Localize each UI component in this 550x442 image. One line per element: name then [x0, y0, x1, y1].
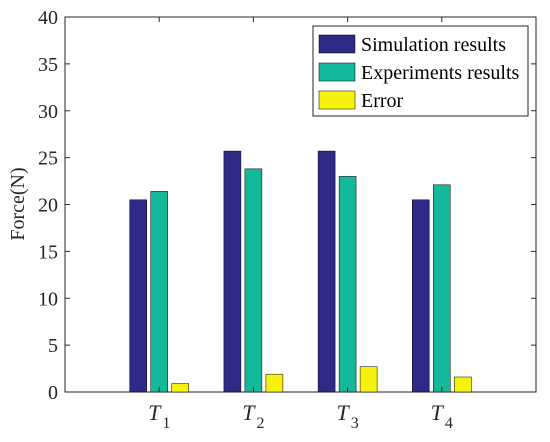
legend-swatch	[318, 62, 356, 82]
bar-error	[454, 376, 472, 393]
bar-experiments-results	[433, 184, 451, 393]
y-tick-label: 10	[38, 288, 58, 310]
legend-swatch	[318, 34, 356, 54]
y-tick-label: 5	[48, 335, 58, 357]
bar-simulation-results	[129, 199, 147, 393]
y-tick-label: 35	[38, 54, 58, 76]
legend-label: Simulation results	[361, 34, 506, 56]
legend-label: Experiments results	[361, 62, 520, 84]
y-tick-label: 15	[38, 241, 58, 263]
bar-simulation-results	[317, 150, 336, 393]
bar-error	[171, 383, 189, 393]
bars	[129, 150, 472, 393]
y-tick-label: 0	[48, 382, 58, 404]
legend-label: Error	[361, 90, 404, 112]
y-axis-ticks: 0 5 10 15 20 25 30 35 40	[38, 7, 536, 404]
y-tick-label: 30	[38, 101, 58, 123]
bar-simulation-results	[412, 199, 430, 393]
legend: Simulation results Experiments results Err…	[312, 25, 529, 117]
bar-error	[359, 366, 378, 393]
bar-error	[265, 373, 284, 393]
bar-experiments-results	[244, 168, 263, 393]
bar-simulation-results	[223, 150, 242, 393]
y-tick-label: 20	[38, 195, 58, 217]
y-tick-label: 25	[38, 148, 58, 170]
bar-experiments-results	[338, 176, 357, 393]
bar-experiments-results	[150, 191, 168, 393]
y-axis-title: Force(N)	[7, 167, 29, 240]
legend-swatch	[318, 90, 356, 110]
y-tick-label: 40	[38, 7, 58, 29]
